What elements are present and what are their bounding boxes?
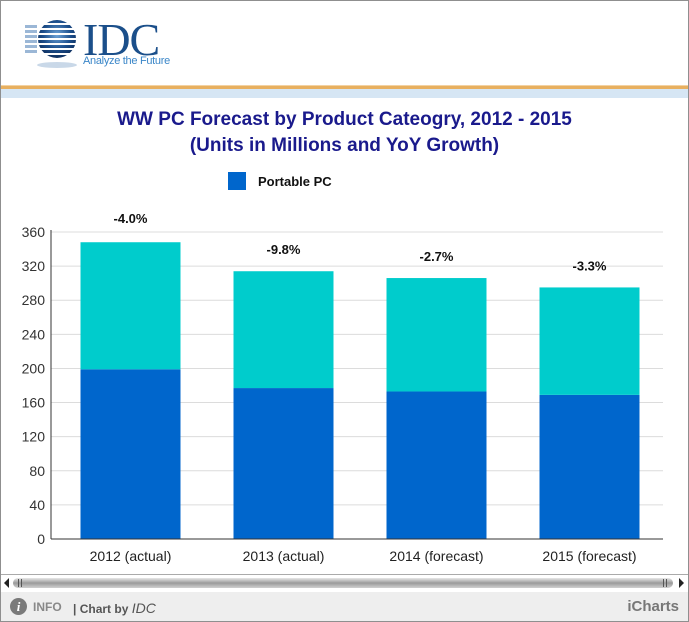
header-divider-blue: [1, 89, 688, 98]
bar-stack-top: [539, 287, 640, 395]
growth-annotation: -3.3%: [573, 258, 607, 273]
chart-by-brand[interactable]: IDC: [131, 600, 156, 616]
grip-right-icon: [666, 579, 667, 587]
icharts-link[interactable]: iCharts: [627, 598, 679, 615]
bar-portable-pc: [386, 391, 487, 539]
growth-annotation: -4.0%: [114, 211, 148, 226]
logo-tagline: Analyze the Future: [83, 55, 170, 67]
bar-stack-top: [386, 278, 487, 392]
bar-portable-pc: [233, 388, 334, 539]
legend-label-portable-pc: Portable PC: [258, 174, 332, 189]
chart-by-credit: | Chart by IDC: [73, 600, 156, 616]
x-tick-label: 2015 (forecast): [542, 548, 636, 564]
growth-annotation: -2.7%: [420, 249, 454, 264]
bar-portable-pc: [539, 394, 640, 539]
bar-stack-top: [233, 271, 334, 389]
bar-portable-pc: [80, 369, 181, 539]
y-tick-label: 200: [22, 360, 46, 376]
scroll-right-arrow-icon[interactable]: [679, 578, 684, 588]
grip-left-icon: [18, 579, 19, 587]
chart-title-block: WW PC Forecast by Product Cateogry, 2012…: [1, 107, 688, 159]
chart-title: WW PC Forecast by Product Cateogry, 2012…: [117, 109, 572, 130]
y-tick-label: 360: [22, 224, 46, 240]
legend-swatch-portable-pc: [228, 172, 246, 190]
y-tick-label: 40: [29, 497, 45, 513]
x-axis-labels: 2012 (actual) 2013 (actual) 2014 (forecast…: [90, 548, 637, 564]
y-tick-label: 240: [22, 326, 46, 342]
grip-left-icon: [21, 579, 22, 587]
chart-by-prefix: | Chart by: [73, 602, 132, 616]
bar-stack-top: [80, 242, 181, 370]
header: IDC Analyze the Future: [1, 1, 688, 85]
x-tick-label: 2012 (actual): [90, 548, 172, 564]
info-link[interactable]: INFO: [33, 600, 62, 614]
y-tick-label: 320: [22, 258, 46, 274]
idc-logo[interactable]: IDC Analyze the Future: [23, 14, 193, 75]
bar-chart: 0 40 80 120 160 200 240 280 320 360 -4.0% -9.8% -2.…: [22, 211, 663, 564]
globe-icon: [23, 20, 83, 68]
bars: [80, 242, 640, 539]
logo-text: IDC: [83, 14, 160, 65]
scrollbar-thumb[interactable]: [13, 578, 673, 588]
x-tick-label: 2014 (forecast): [389, 548, 483, 564]
y-tick-label: 280: [22, 292, 46, 308]
y-tick-label: 160: [22, 395, 46, 411]
chart-subtitle: (Units in Millions and YoY Growth): [189, 135, 500, 156]
x-tick-label: 2013 (actual): [243, 548, 325, 564]
growth-annotation: -9.8%: [267, 242, 301, 257]
scroll-left-arrow-icon[interactable]: [4, 578, 9, 588]
y-tick-label: 120: [22, 429, 46, 445]
y-axis-ticks: 0 40 80 120 160 200 240 280 320 360: [22, 224, 46, 547]
y-tick-label: 80: [29, 463, 45, 479]
horizontal-scrollbar[interactable]: [1, 574, 688, 593]
annotations: -4.0% -9.8% -2.7% -3.3%: [114, 211, 607, 273]
info-icon[interactable]: i: [10, 598, 27, 615]
y-tick-label: 0: [37, 531, 45, 547]
header-divider-orange: [1, 85, 688, 89]
footer: i INFO | Chart by IDC iCharts: [1, 592, 688, 621]
grip-right-icon: [663, 579, 664, 587]
